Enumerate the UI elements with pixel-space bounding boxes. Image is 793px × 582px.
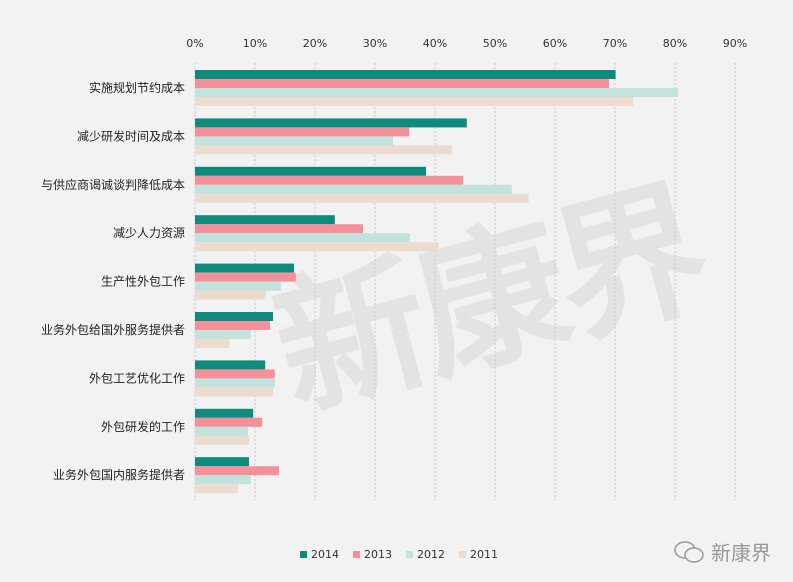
bar-2013 bbox=[195, 466, 279, 476]
bar-2013 bbox=[195, 175, 464, 185]
bar-2012 bbox=[195, 475, 251, 485]
bar-2013 bbox=[195, 272, 296, 282]
bar-2014 bbox=[195, 408, 254, 418]
bar-2014 bbox=[195, 360, 266, 370]
category-label: 减少人力资源 bbox=[113, 226, 185, 240]
category-label: 实施规划节约成本 bbox=[89, 80, 185, 95]
bar-2013 bbox=[195, 79, 609, 88]
x-tick-label: 20% bbox=[303, 37, 327, 50]
bar-2012 bbox=[195, 378, 275, 388]
bar-2013 bbox=[195, 224, 363, 234]
category-label: 外包研发的工作 bbox=[101, 419, 185, 434]
bar-2011 bbox=[195, 242, 439, 252]
legend-label: 2013 bbox=[364, 548, 392, 561]
bar-2011 bbox=[195, 193, 529, 203]
legend-swatch bbox=[406, 551, 413, 558]
bar-2014 bbox=[195, 70, 616, 79]
legend-item: 2011 bbox=[459, 548, 498, 561]
legend-swatch bbox=[353, 551, 360, 558]
bar-2011 bbox=[195, 484, 239, 494]
bar-2014 bbox=[195, 457, 249, 467]
bar-2014 bbox=[195, 215, 335, 225]
x-tick-label: 30% bbox=[363, 37, 387, 50]
wechat-icon bbox=[674, 540, 704, 563]
watermark: 新康界 bbox=[673, 537, 771, 566]
x-tick-label: 90% bbox=[723, 37, 747, 50]
x-tick-label: 50% bbox=[483, 37, 507, 50]
bar-2012 bbox=[195, 281, 281, 291]
bar-2012 bbox=[195, 330, 251, 339]
bar-2011 bbox=[195, 435, 249, 445]
legend-item: 2013 bbox=[353, 548, 392, 561]
bar-2013 bbox=[195, 369, 275, 379]
bar-2011 bbox=[195, 290, 266, 300]
legend-label: 2012 bbox=[417, 548, 445, 561]
x-tick-label: 40% bbox=[423, 37, 447, 50]
bar-2013 bbox=[195, 417, 263, 427]
watermark-text: 新康界 bbox=[711, 541, 771, 565]
bar-2012 bbox=[195, 88, 678, 97]
bar-2014 bbox=[195, 263, 294, 273]
bar-2011 bbox=[195, 387, 273, 397]
legend-item: 2014 bbox=[300, 548, 339, 561]
bar-2011 bbox=[195, 145, 452, 155]
bar-2012 bbox=[195, 233, 410, 243]
category-label: 外包工艺优化工作 bbox=[89, 371, 185, 385]
bar-2011 bbox=[195, 97, 633, 106]
x-tick-label: 70% bbox=[603, 37, 627, 50]
bar-2014 bbox=[195, 312, 273, 321]
legend-swatch bbox=[459, 551, 466, 558]
legend: 2014 2013 2012 2011 bbox=[300, 548, 498, 561]
bar-2013 bbox=[195, 321, 270, 330]
legend-swatch bbox=[300, 551, 307, 558]
x-tick-label: 0% bbox=[186, 37, 203, 50]
legend-item: 2012 bbox=[406, 548, 445, 561]
bar-2012 bbox=[195, 426, 248, 436]
bar-2011 bbox=[195, 339, 230, 348]
bar-2012 bbox=[195, 184, 512, 194]
bar-2014 bbox=[195, 118, 467, 128]
legend-label: 2011 bbox=[470, 548, 498, 561]
category-label: 生产性外包工作 bbox=[101, 275, 185, 289]
bar-2014 bbox=[195, 166, 426, 176]
category-label: 与供应商谒诚谈判降低成本 bbox=[41, 177, 185, 192]
category-label: 业务外包国内服务提供者 bbox=[53, 467, 185, 482]
x-tick-label: 10% bbox=[243, 37, 267, 50]
legend-label: 2014 bbox=[311, 548, 339, 561]
bar-2012 bbox=[195, 136, 393, 146]
category-label: 业务外包给国外服务提供者 bbox=[41, 322, 185, 337]
bar-2013 bbox=[195, 127, 410, 137]
x-tick-label: 60% bbox=[543, 37, 567, 50]
bar-chart: 0% 10% 20% 30% 40% 50% 60% 70% 80% 90% 实施规划节约成本减少研… bbox=[41, 37, 747, 500]
category-label: 减少研发时间及成本 bbox=[77, 128, 185, 143]
x-tick-label: 80% bbox=[663, 37, 687, 50]
